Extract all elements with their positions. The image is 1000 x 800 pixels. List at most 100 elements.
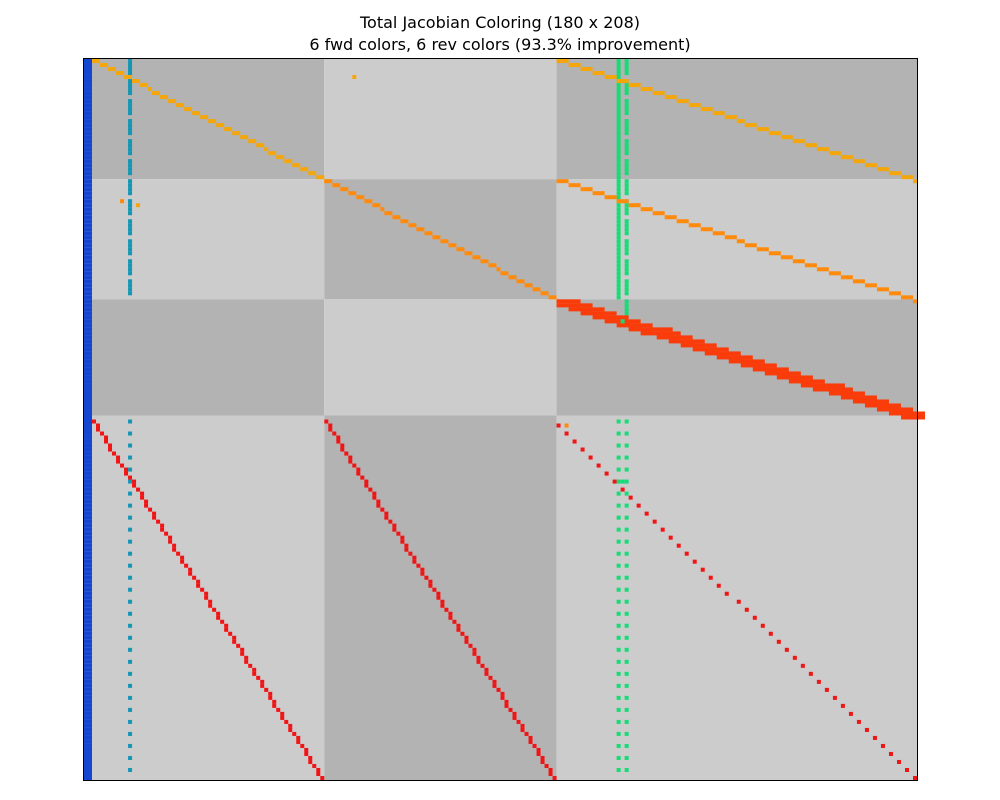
column-cell [84,283,88,288]
diagonal-cell [628,83,641,88]
column-cell [84,211,88,216]
diagonal-cell [536,747,541,752]
diagonal-cell [392,523,397,528]
diagonal-cell [356,471,361,476]
diagonal-cell [664,95,677,100]
column-cell [616,99,621,104]
column-cell [88,439,92,444]
column-cell [88,419,92,424]
diagonal-cell [780,255,793,260]
column-cell [616,467,621,472]
column-cell [616,211,621,216]
column-cell [88,471,92,476]
diagonal-cell [448,611,453,616]
diagonal-cell [348,459,353,464]
diagonal-cell [692,559,697,564]
column-cell [84,595,88,600]
diagonal-cell [300,167,309,172]
column-cell [624,307,629,312]
diagonal-cell [716,351,741,356]
diagonal-cell [913,775,917,780]
column-cell [616,155,621,160]
column-cell [128,599,133,604]
column-cell [128,259,133,264]
diagonal-cell [616,79,629,84]
column-cell [616,147,621,152]
diagonal-cell [256,675,261,680]
diagonal-cell [604,75,617,80]
diagonal-cell [196,583,201,588]
column-cell [616,251,621,256]
column-cell [84,479,88,484]
diagonal-cell [588,455,593,460]
column-cell [616,75,621,80]
diagonal-cell [592,311,617,316]
column-cell [128,731,133,736]
diagonal-cell [840,275,853,280]
diagonal-cell [388,519,393,524]
diagonal-cell [216,615,221,620]
column-cell [84,515,88,520]
column-cell [84,159,88,164]
diagonal-cell [652,91,665,96]
column-cell [84,771,88,776]
column-cell [128,283,133,288]
diagonal-cell [880,743,885,748]
column-cell [616,743,621,748]
column-cell [88,479,92,484]
column-cell [84,335,88,340]
column-cell [624,623,629,628]
column-cell [616,139,621,144]
diagonal-cell [208,603,213,608]
column-cell [84,227,88,232]
diagonal-cell [200,115,209,120]
diagonal-cell [268,691,273,696]
diagonal-cell [204,595,209,600]
column-cell [84,715,88,720]
diagonal-cell [372,491,377,496]
diagonal-cell [252,671,257,676]
diagonal-cell [232,131,241,136]
column-cell [88,255,92,260]
diagonal-cell [308,755,313,760]
column-cell [88,607,92,612]
column-cell [88,415,92,420]
column-cell [616,243,621,248]
diagonal-cell [480,259,489,264]
column-cell [624,59,629,64]
column-cell [88,115,92,120]
column-cell [128,587,133,592]
diagonal-cell [900,411,926,416]
diagonal-cell [120,463,125,468]
diagonal-cell [224,627,229,632]
column-cell [88,751,92,756]
diagonal-cell [692,347,717,352]
column-cell [88,299,92,304]
column-cell [84,615,88,620]
diagonal-cell [900,415,926,420]
column-cell [88,747,92,752]
diagonal-cell [656,331,681,336]
column-cell [84,163,88,168]
diagonal-cell [308,171,317,176]
column-cell [128,199,133,204]
diagonal-cell [428,583,433,588]
column-cell [88,127,92,132]
diagonal-cell [484,671,489,676]
column-cell [128,467,133,472]
column-cell [88,427,92,432]
diagonal-cell [456,623,461,628]
diagonal-cell [180,559,185,564]
column-cell [88,171,92,176]
diagonal-cell [308,759,313,764]
column-cell [624,479,629,484]
column-cell [84,611,88,616]
column-cell [624,671,629,676]
diagonal-cell [752,367,777,372]
diagonal-cell [384,211,393,216]
column-cell [84,131,88,136]
diagonal-cell [164,531,169,536]
column-cell [616,671,621,676]
diagonal-cell [288,727,293,732]
